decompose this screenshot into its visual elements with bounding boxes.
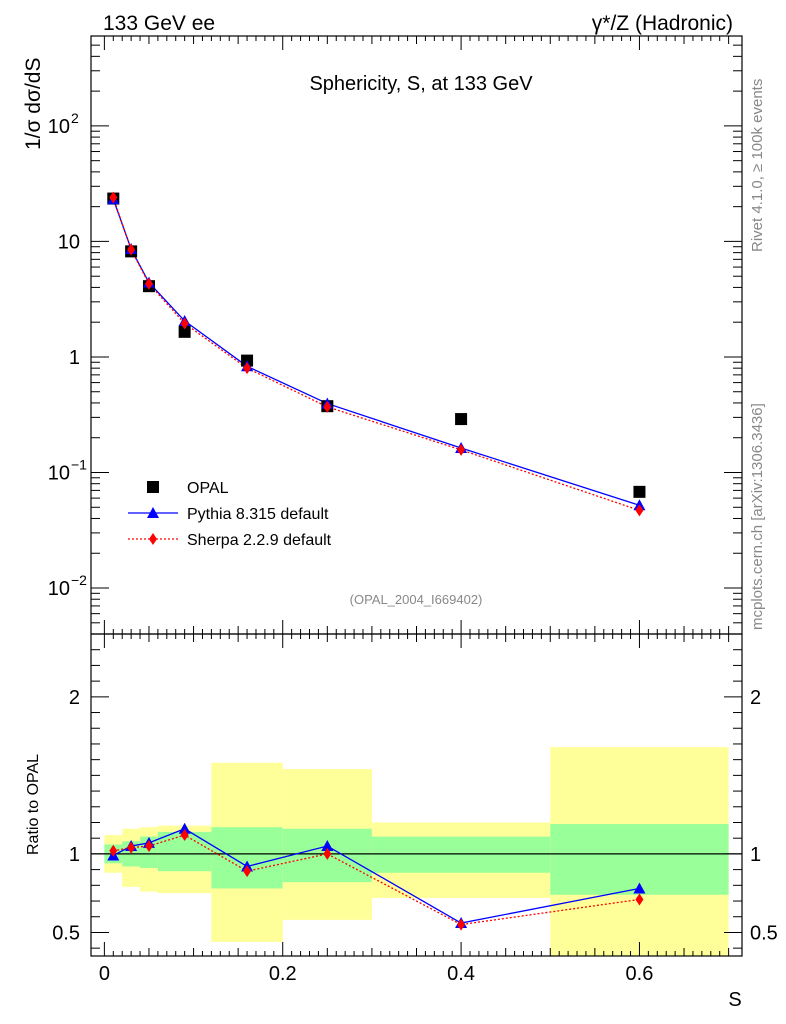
x-tick-label: 0 xyxy=(99,963,110,985)
sherpa-point xyxy=(457,443,466,456)
header-right: γ*/Z (Hadronic) xyxy=(592,12,733,35)
mcplots-label: mcplots.cern.ch [arXiv:1306.3436] xyxy=(749,403,766,630)
ratio-y-tick-label-right: 0.5 xyxy=(750,922,778,944)
main-y-tick-label: 10 xyxy=(58,231,80,253)
chart-title: Sphericity, S, at 133 GeV xyxy=(309,73,533,95)
ratio-uncertainty-bands xyxy=(91,747,742,956)
sherpa-ratio-point xyxy=(109,844,118,857)
sherpa-ratio-point xyxy=(457,918,466,931)
ratio-y-tick-label: 0.5 xyxy=(52,922,80,944)
main-y-tick-label: 1 xyxy=(69,347,80,369)
sherpa-point xyxy=(243,362,252,375)
main-y-tick-exponent: −1 xyxy=(71,456,87,472)
opal-point xyxy=(178,325,191,338)
main-y-tick-exponent: 2 xyxy=(71,110,79,126)
sherpa-point xyxy=(635,504,644,517)
legend-label: Sherpa 2.2.9 default xyxy=(187,532,332,549)
ratio-y-tick-label: 2 xyxy=(69,687,80,709)
sherpa-point xyxy=(144,277,153,290)
sherpa-line xyxy=(112,197,640,511)
legend-opal-marker xyxy=(147,481,159,493)
band-inner-4 xyxy=(211,827,283,889)
pythia-ratio-point xyxy=(633,882,646,894)
main-y-tick-label: 10 xyxy=(48,116,70,138)
main-y-tick-label: 10 xyxy=(48,462,70,484)
data-series xyxy=(107,191,646,931)
legend-sherpa-marker xyxy=(149,533,157,545)
sherpa-ratio-point xyxy=(144,840,153,853)
main-y-tick-label: 10 xyxy=(48,578,70,600)
sherpa-ratio-point xyxy=(323,847,332,860)
pythia-ratio-point xyxy=(321,840,334,852)
pythia-line xyxy=(112,198,640,506)
opal-point xyxy=(455,413,468,426)
sherpa-ratio-point xyxy=(243,865,252,878)
sherpa-point xyxy=(127,243,136,256)
legend-label: Pythia 8.315 default xyxy=(187,506,329,523)
sherpa-point xyxy=(323,400,332,413)
header-left: 133 GeV ee xyxy=(103,12,215,35)
x-axis-label: S xyxy=(728,989,741,1011)
sherpa-point xyxy=(180,317,189,330)
ratio-y-tick-label: 1 xyxy=(69,844,80,866)
sherpa-ratio-point xyxy=(180,829,189,842)
pythia-ratio-point xyxy=(178,822,191,834)
opal-point xyxy=(633,485,646,498)
x-tick-label: 0.4 xyxy=(447,963,475,985)
main-y-axis-label: 1/σ dσ/dS xyxy=(22,58,45,150)
legend-pythia-marker xyxy=(147,507,159,518)
main-y-tick-exponent: −2 xyxy=(71,572,87,588)
ratio-y-axis-label: Ratio to OPAL xyxy=(25,754,42,855)
rivet-label: Rivet 4.1.0, ≥ 100k events xyxy=(749,79,766,252)
legend-label: OPAL xyxy=(187,480,229,497)
ratio-y-tick-label-right: 1 xyxy=(750,844,761,866)
sherpa-ratio-point xyxy=(635,893,644,906)
analysis-watermark: (OPAL_2004_I669402) xyxy=(350,592,483,607)
sherpa-ratio-point xyxy=(127,841,136,854)
band-inner-6 xyxy=(371,836,551,873)
ratio-y-tick-label-right: 2 xyxy=(750,687,761,709)
x-tick-label: 0.2 xyxy=(269,963,297,985)
sherpa-point xyxy=(109,191,118,204)
legend: OPAL Pythia 8.315 default Sherpa 2.2.9 def… xyxy=(128,480,332,549)
x-tick-label: 0.6 xyxy=(626,963,654,985)
